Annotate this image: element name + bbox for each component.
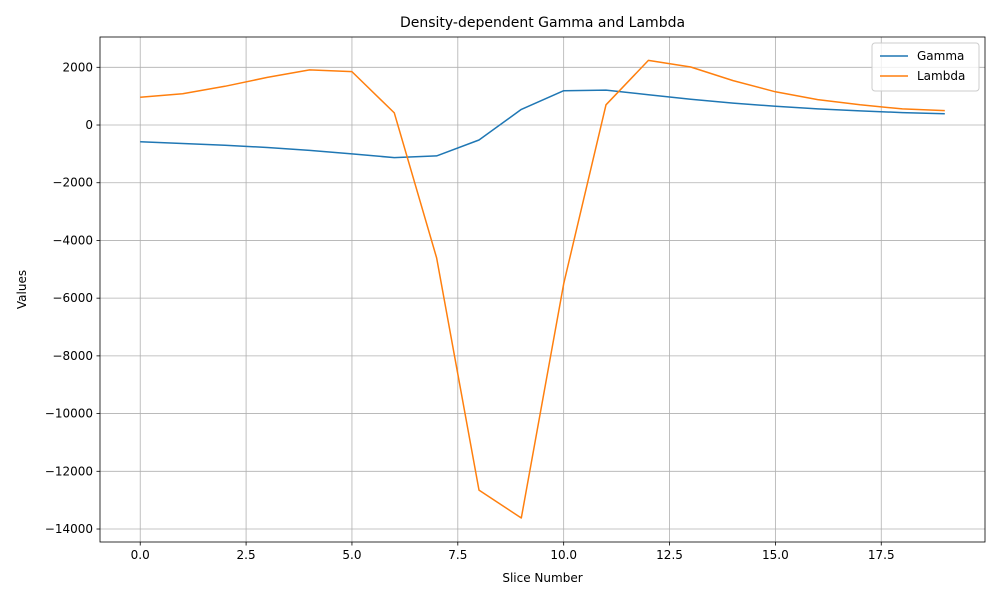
- plot-frame: [99, 36, 986, 543]
- y-tick-label: −4000: [52, 233, 93, 247]
- y-tick-label: −6000: [52, 291, 93, 305]
- series-layer: [140, 59, 945, 519]
- series-line-lambda: [140, 59, 945, 519]
- x-tick-label: 7.5: [448, 548, 467, 562]
- legend-box: [871, 42, 980, 92]
- x-tick-label: 2.5: [237, 548, 256, 562]
- series-line-gamma: [140, 89, 945, 159]
- y-tick-label: −12000: [45, 464, 93, 478]
- y-tick-label: −14000: [45, 522, 93, 536]
- legend: Gamma Lambda: [871, 42, 980, 92]
- x-tick-label: 10.0: [550, 548, 577, 562]
- x-tick-label: 12.5: [656, 548, 683, 562]
- y-axis-label: Values: [15, 270, 29, 309]
- legend-label-gamma: Gamma: [917, 49, 964, 63]
- x-tick-label: 5.0: [342, 548, 361, 562]
- grid: [100, 37, 985, 542]
- y-tick-label: −8000: [52, 349, 93, 363]
- x-tick-label: 0.0: [131, 548, 150, 562]
- y-tick-label: −2000: [52, 176, 93, 190]
- x-tick-label: 17.5: [868, 548, 895, 562]
- x-tick-label: 15.0: [762, 548, 789, 562]
- chart-title: Density-dependent Gamma and Lambda: [400, 15, 685, 31]
- legend-label-lambda: Lambda: [917, 69, 965, 83]
- x-axis-label: Slice Number: [502, 571, 582, 585]
- y-tick-label: −10000: [45, 407, 93, 421]
- y-tick-label: 0: [85, 118, 93, 132]
- x-axis: 0.0 2.5 5.0 7.5 10.0 12.5 15.0 17.5: [131, 542, 895, 562]
- y-tick-label: 2000: [62, 60, 93, 74]
- y-axis: −14000 −12000 −10000 −8000 −6000 −4000 −2000 0 2…: [45, 60, 100, 536]
